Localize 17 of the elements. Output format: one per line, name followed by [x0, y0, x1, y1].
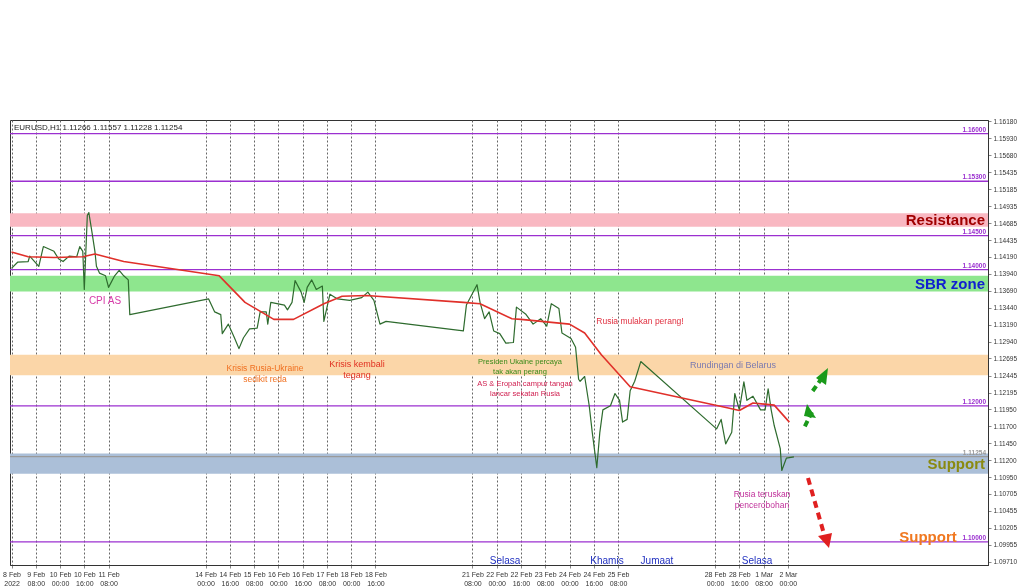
annotation: Krisis Rusia-Ukraine sedikit reda [226, 363, 304, 384]
band-label: Resistance [905, 211, 985, 229]
band-label: Support [927, 454, 985, 472]
annotation: Selasa [489, 555, 521, 566]
annotation: Krisis kembali tegang [329, 359, 385, 380]
annotation: Rusia mulakan perang! [596, 316, 684, 326]
annotation: Khamis [590, 555, 624, 566]
annotation: Selasa [741, 555, 773, 566]
annotation: Rusia teruskan pencerobohan [733, 489, 791, 510]
band-label: SBR zone [914, 274, 985, 292]
line-series [10, 211, 795, 472]
annotation: Support [899, 528, 957, 545]
annotation: Rundingan di Belarus [689, 360, 777, 370]
annotation: CPI AS [88, 295, 122, 306]
annotation: EURUSD,H1 1.11266 1.11557 1.11228 1.11254 [14, 123, 183, 132]
line-series [10, 251, 791, 423]
annotation: Jumaat [640, 555, 674, 566]
